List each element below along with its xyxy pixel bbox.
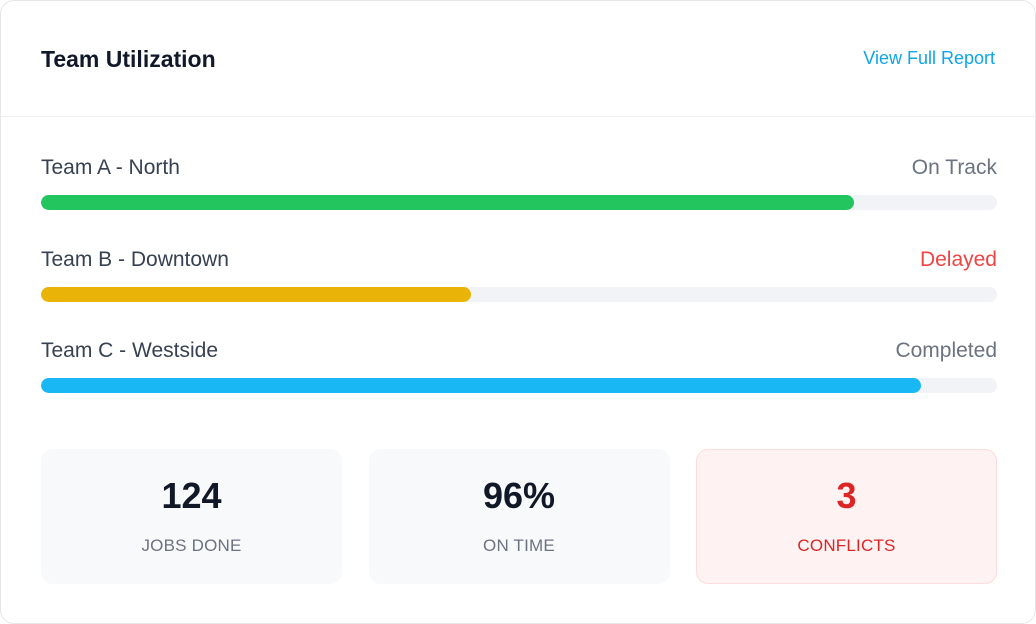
stat-value: 124 (161, 474, 222, 516)
team-status: On Track (911, 156, 997, 179)
stat-value: 96% (482, 474, 556, 516)
team-row-c: Team C - Westside Completed (41, 339, 997, 393)
team-name: Team B - Downtown (41, 248, 229, 271)
card-header: Team Utilization View Full Report (1, 1, 1035, 117)
team-row-header: Team B - Downtown Delayed (41, 248, 997, 272)
team-status: Completed (895, 339, 997, 362)
team-row-header: Team C - Westside Completed (41, 339, 997, 363)
progress-fill (41, 195, 854, 210)
team-status: Delayed (919, 248, 997, 271)
progress-fill (41, 287, 472, 302)
progress-track (41, 287, 997, 302)
team-name: Team A - North (41, 156, 180, 179)
stat-label: JOBS DONE (141, 535, 242, 555)
stat-value: 3 (836, 474, 857, 516)
stats-row: 124 JOBS DONE 96% ON TIME 3 CONFLICTS (41, 449, 997, 584)
team-row-b: Team B - Downtown Delayed (41, 248, 997, 302)
team-row-a: Team A - North On Track (41, 156, 997, 210)
team-name: Team C - Westside (41, 339, 218, 362)
progress-track (41, 195, 997, 210)
stat-jobs-done: 124 JOBS DONE (41, 449, 342, 584)
card-title: Team Utilization (41, 46, 216, 72)
stat-on-time: 96% ON TIME (368, 449, 670, 584)
stat-label: CONFLICTS (797, 535, 896, 555)
view-full-report-link[interactable]: View Full Report (863, 48, 995, 68)
stat-label: ON TIME (483, 535, 555, 555)
team-row-header: Team A - North On Track (41, 156, 997, 180)
progress-track (41, 378, 997, 393)
stat-conflicts: 3 CONFLICTS (696, 449, 997, 584)
progress-fill (41, 378, 921, 393)
